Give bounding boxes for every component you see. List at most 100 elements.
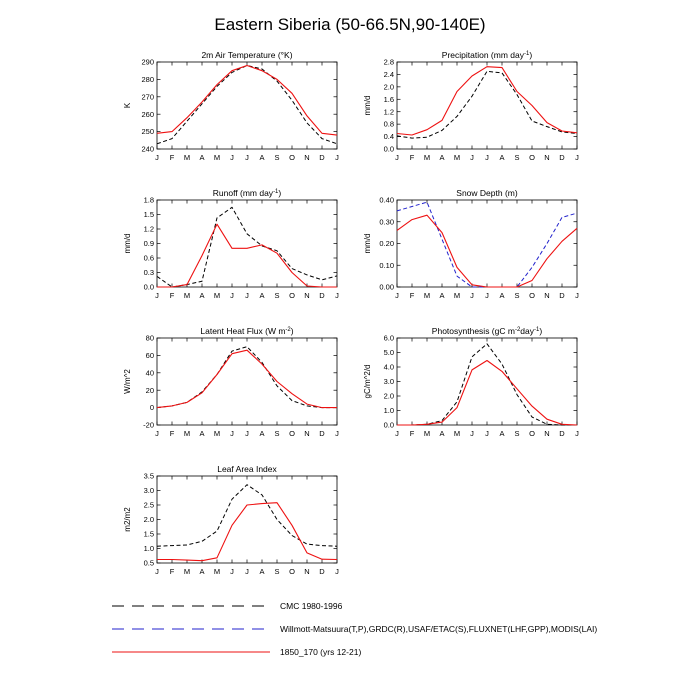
x-tick-label: J bbox=[575, 291, 579, 300]
y-tick-label: 240 bbox=[141, 145, 154, 154]
y-tick-label: 6.0 bbox=[384, 334, 394, 343]
x-tick-label: D bbox=[319, 153, 325, 162]
y-axis-label: mm/d bbox=[363, 96, 372, 116]
x-tick-label: O bbox=[529, 429, 535, 438]
y-tick-label: 0.3 bbox=[144, 268, 154, 277]
series-line-model bbox=[397, 359, 578, 426]
x-tick-label: J bbox=[245, 291, 249, 300]
legend-item-obs: Willmott-Matsuura(T,P),GRDC(R),USAF/ETAC… bbox=[112, 624, 597, 634]
y-tick-label: 0.40 bbox=[379, 196, 394, 205]
y-tick-label: 0.30 bbox=[379, 217, 394, 226]
series-line-cmc bbox=[156, 65, 338, 145]
panel-title: 2m Air Temperature (°K) bbox=[201, 50, 292, 60]
y-tick-label: 0.6 bbox=[144, 254, 154, 263]
x-tick-label: S bbox=[274, 567, 279, 576]
series-line-cmc bbox=[156, 346, 337, 409]
x-tick-label: A bbox=[439, 291, 444, 300]
x-tick-label: J bbox=[485, 291, 489, 300]
x-tick-label: M bbox=[214, 567, 220, 576]
x-tick-label: J bbox=[155, 429, 159, 438]
y-tick-label: 40 bbox=[146, 368, 154, 377]
x-tick-label: A bbox=[499, 153, 504, 162]
plot-frame bbox=[396, 61, 578, 150]
plot-frame bbox=[156, 337, 338, 426]
legend-label: Willmott-Matsuura(T,P),GRDC(R),USAF/ETAC… bbox=[280, 624, 597, 634]
y-tick-label: 2.0 bbox=[384, 82, 394, 91]
x-tick-label: A bbox=[259, 567, 264, 576]
series-line-cmc bbox=[396, 70, 578, 139]
y-tick-label: 0.0 bbox=[144, 283, 154, 292]
y-tick-label: 0.8 bbox=[384, 120, 394, 129]
x-tick-label: N bbox=[544, 153, 549, 162]
x-tick-label: N bbox=[544, 291, 549, 300]
x-tick-label: M bbox=[424, 429, 430, 438]
x-tick-label: J bbox=[395, 153, 399, 162]
x-tick-label: N bbox=[304, 153, 309, 162]
x-tick-label: A bbox=[259, 291, 264, 300]
figure-title: Eastern Siberia (50-66.5N,90-140E) bbox=[214, 15, 485, 34]
x-tick-label: F bbox=[170, 291, 175, 300]
x-tick-label: J bbox=[485, 153, 489, 162]
x-tick-label: D bbox=[559, 153, 565, 162]
x-tick-label: J bbox=[245, 567, 249, 576]
x-tick-label: F bbox=[170, 567, 175, 576]
y-tick-label: 0.5 bbox=[144, 559, 154, 568]
panel-snow-depth: Snow Depth (m)0.000.100.200.300.40J F M A M J… bbox=[363, 188, 579, 300]
x-tick-label: A bbox=[259, 153, 264, 162]
legend-label: CMC 1980-1996 bbox=[280, 601, 343, 611]
x-tick-label: J bbox=[245, 153, 249, 162]
plot-frame bbox=[396, 199, 578, 288]
x-tick-label: M bbox=[184, 567, 190, 576]
x-tick-label: A bbox=[499, 429, 504, 438]
x-tick-label: J bbox=[230, 153, 234, 162]
x-tick-label: J bbox=[155, 153, 159, 162]
y-tick-label: 0.0 bbox=[384, 421, 394, 430]
x-tick-label: S bbox=[514, 291, 519, 300]
y-tick-label: 20 bbox=[146, 386, 154, 395]
x-tick-label: F bbox=[170, 153, 175, 162]
y-tick-label: 260 bbox=[141, 110, 154, 119]
x-tick-label: A bbox=[199, 153, 204, 162]
y-tick-label: 0.0 bbox=[384, 145, 394, 154]
panels: 2m Air Temperature (°K) 240 250 260 270 280 29… bbox=[123, 50, 579, 576]
x-tick-label: D bbox=[319, 291, 325, 300]
series-line-cmc bbox=[156, 206, 338, 288]
x-tick-label: J bbox=[395, 291, 399, 300]
y-axis-label: K bbox=[123, 102, 132, 108]
x-tick-label: A bbox=[199, 567, 204, 576]
x-tick-label: F bbox=[410, 153, 415, 162]
x-tick-label: J bbox=[485, 429, 489, 438]
panel-precip: Precipitation (mm day-1) 0.0 0.4 0.8 1.2 1.6 2… bbox=[363, 50, 579, 162]
y-tick-label: 0.00 bbox=[379, 283, 394, 292]
x-tick-label: M bbox=[424, 291, 430, 300]
x-tick-label: O bbox=[529, 291, 535, 300]
y-tick-label: 5.0 bbox=[384, 348, 394, 357]
x-tick-label: M bbox=[214, 429, 220, 438]
x-tick-label: J bbox=[230, 567, 234, 576]
panel-title: Runoff (mm day-1) bbox=[213, 188, 282, 198]
x-tick-label: O bbox=[289, 291, 295, 300]
x-tick-label: S bbox=[274, 153, 279, 162]
y-tick-label: 1.0 bbox=[384, 406, 394, 415]
x-tick-label: J bbox=[335, 291, 339, 300]
x-tick-label: S bbox=[274, 429, 279, 438]
y-tick-label: 270 bbox=[141, 92, 154, 101]
y-axis-label: mm/d bbox=[123, 234, 132, 254]
y-tick-label: -20 bbox=[143, 421, 154, 430]
panel-title: Leaf Area Index bbox=[217, 464, 277, 474]
x-tick-label: F bbox=[170, 429, 175, 438]
panel-title: Photosynthesis (gC m-2day-1) bbox=[432, 326, 543, 336]
x-tick-label: F bbox=[410, 429, 415, 438]
y-tick-label: 1.6 bbox=[384, 95, 394, 104]
y-tick-label: 1.5 bbox=[144, 210, 154, 219]
series-line-model bbox=[156, 64, 338, 136]
x-tick-label: J bbox=[470, 153, 474, 162]
x-tick-label: S bbox=[274, 291, 279, 300]
y-axis-label: W/m^2 bbox=[123, 369, 132, 394]
panel-title: Latent Heat Flux (W m-2) bbox=[200, 326, 293, 336]
y-tick-label: 1.8 bbox=[144, 196, 154, 205]
x-tick-label: J bbox=[575, 153, 579, 162]
plot-frame bbox=[156, 199, 338, 288]
